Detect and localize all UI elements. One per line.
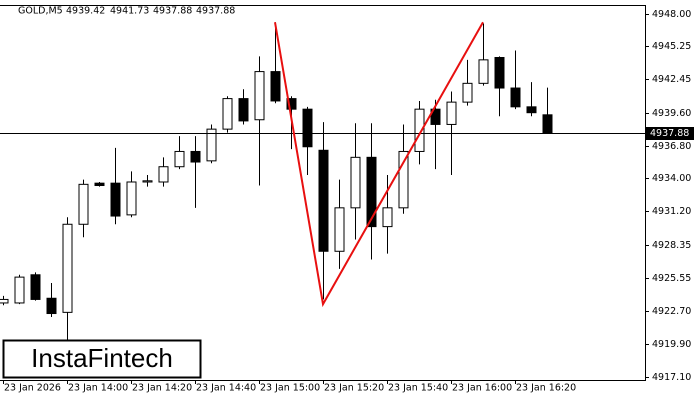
y-tick-label: 4948.00 — [652, 9, 691, 20]
candle-body — [206, 128, 217, 162]
candle-body — [238, 98, 249, 122]
y-tick-label: 4917.10 — [652, 372, 691, 383]
x-tick-label: 23 Jan 15:20 — [324, 383, 384, 394]
candle-body — [62, 223, 73, 313]
candle-body — [398, 150, 409, 209]
candle-body — [318, 149, 329, 252]
y-tick-label: 4942.45 — [652, 74, 691, 85]
y-tick-label: 4925.55 — [652, 273, 691, 284]
candle-body — [46, 297, 57, 315]
candle-body — [366, 156, 377, 228]
candle-body — [350, 156, 361, 209]
header-low: 4937.88 — [153, 6, 192, 17]
candle-body — [142, 180, 153, 183]
x-tick-label: 23 Jan 16:00 — [452, 383, 512, 394]
candle-body — [510, 87, 521, 108]
watermark: InstaFintech — [31, 343, 173, 373]
x-tick-label: 23 Jan 15:00 — [260, 383, 320, 394]
y-tick-label: 4922.70 — [652, 306, 691, 317]
symbol: GOLD,M5 — [18, 6, 63, 17]
y-tick-label: 4928.35 — [652, 240, 691, 251]
candle-body — [30, 274, 41, 300]
candle-body — [286, 98, 297, 110]
x-tick-label: 23 Jan 2026 — [4, 383, 61, 394]
candle-body — [462, 82, 473, 103]
candle-body — [190, 150, 201, 163]
candle-body — [126, 181, 137, 216]
candle-body — [382, 207, 393, 228]
x-tick-label: 23 Jan 16:20 — [516, 383, 576, 394]
candle-body — [430, 108, 441, 125]
candle-body — [110, 182, 121, 217]
y-tick-label: 4936.80 — [652, 141, 691, 152]
pattern-line — [274, 21, 484, 308]
x-tick-label: 23 Jan 14:20 — [132, 383, 192, 394]
y-tick-label: 4945.25 — [652, 41, 691, 52]
y-tick-label: 4919.90 — [652, 339, 691, 350]
candle-body — [542, 114, 553, 134]
header-close: 4937.88 — [196, 6, 235, 17]
x-tick-label: 23 Jan 14:00 — [68, 383, 128, 394]
candle-body — [478, 59, 489, 84]
candle-body — [526, 106, 537, 114]
candle-body — [94, 182, 105, 187]
candle-body — [302, 108, 313, 148]
candle-body — [174, 150, 185, 168]
x-tick-label: 23 Jan 14:40 — [196, 383, 256, 394]
y-tick-label: 4931.20 — [652, 206, 691, 217]
header-high: 4941.73 — [110, 6, 149, 17]
candle-body — [222, 98, 233, 130]
x-tick-label: 23 Jan 15:40 — [388, 383, 448, 394]
candle-body — [0, 298, 9, 304]
y-tick-label: 4934.00 — [652, 173, 691, 184]
price-label: 4937.88 — [650, 128, 689, 139]
candle-body — [14, 276, 25, 304]
header-open: 4939.42 — [66, 6, 105, 17]
price-label-box — [646, 127, 694, 140]
candle-body — [254, 71, 265, 121]
candle-body — [78, 183, 89, 225]
candle-body — [334, 207, 345, 252]
candle-body — [158, 166, 169, 183]
watermark-box — [2, 339, 202, 379]
candle-body — [270, 71, 281, 102]
candle-body — [414, 108, 425, 152]
candle-body — [446, 101, 457, 125]
candle-body — [494, 56, 505, 89]
y-tick-label: 4939.60 — [652, 108, 691, 119]
